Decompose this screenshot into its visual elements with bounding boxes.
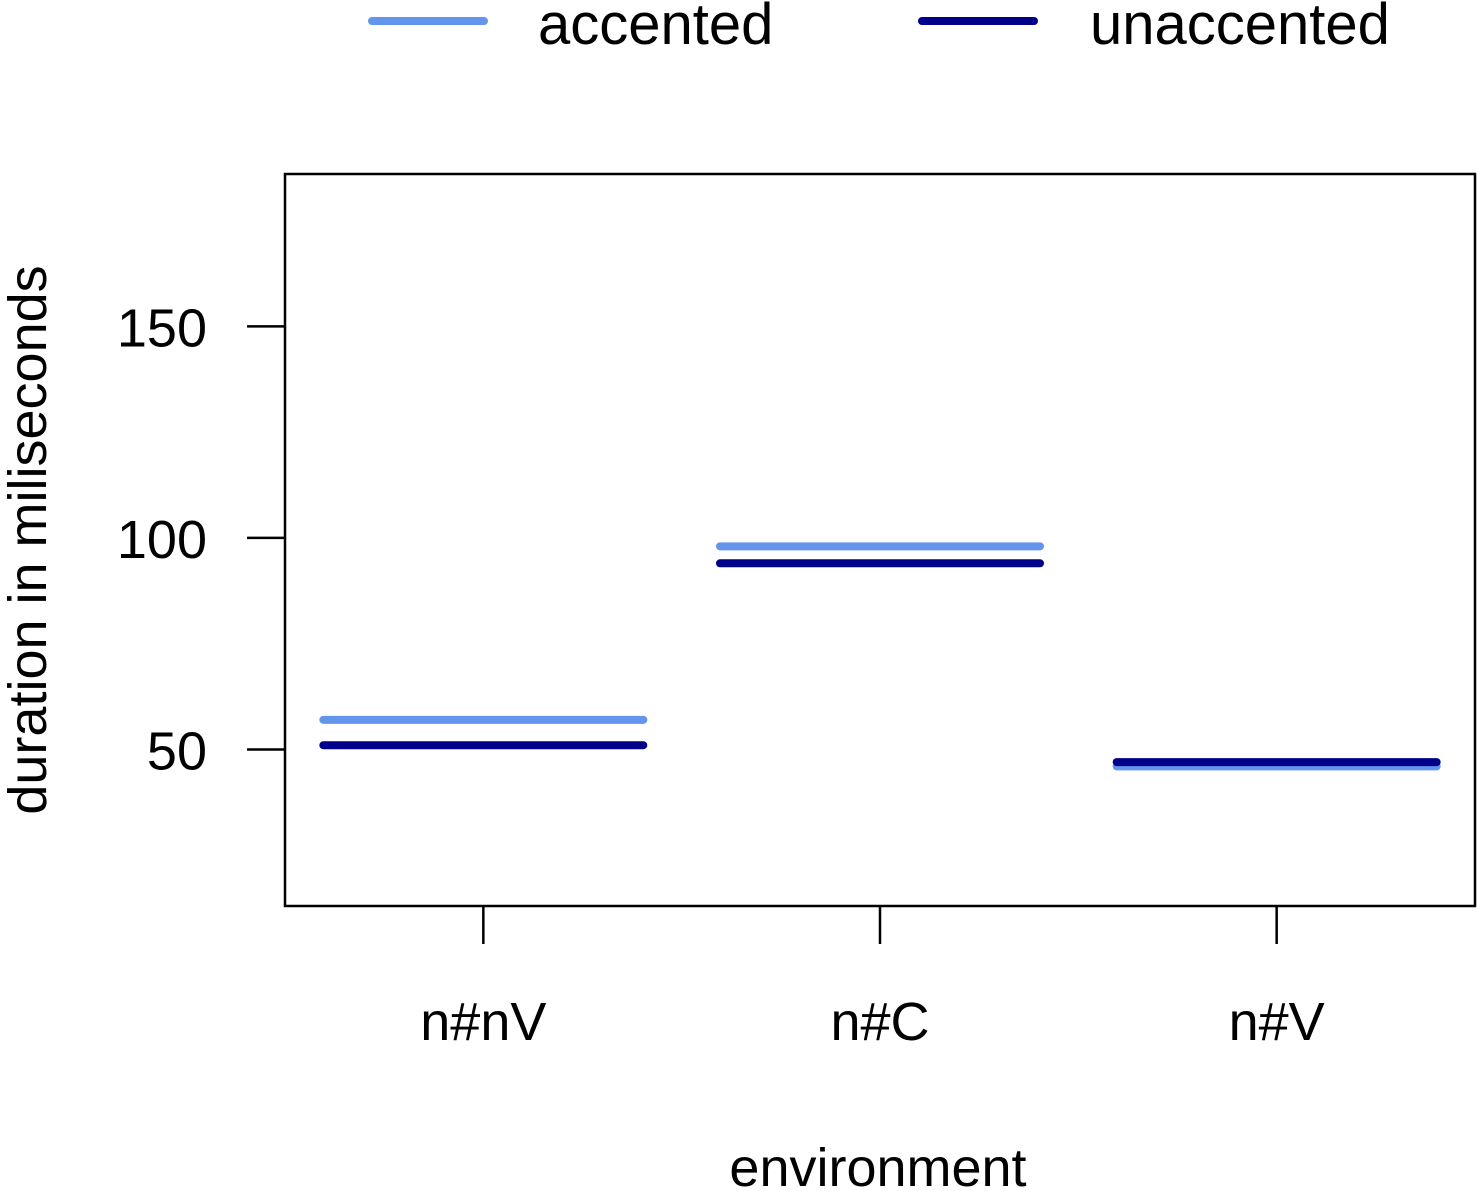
y-tick-label-150: 150: [117, 298, 207, 358]
y-tick-label-100: 100: [117, 510, 207, 570]
x-axis-title: environment: [729, 1138, 1026, 1191]
plot-frame: [283, 172, 1477, 908]
legend-label-accented: accented: [538, 0, 773, 57]
legend: accented unaccented: [368, 0, 1390, 57]
x-axis: n#nV n#C n#V: [420, 906, 1325, 1052]
y-axis-title: duration in miliseconds: [0, 265, 58, 814]
x-tick-label-2: n#V: [1229, 992, 1325, 1052]
legend-label-unaccented: unaccented: [1090, 0, 1390, 57]
x-tick-label-1: n#C: [830, 992, 929, 1052]
series-layer: [319, 542, 1441, 771]
x-tick-label-0: n#nV: [420, 992, 546, 1052]
y-axis: 50 100 150: [117, 298, 285, 781]
y-tick-label-50: 50: [147, 721, 207, 781]
